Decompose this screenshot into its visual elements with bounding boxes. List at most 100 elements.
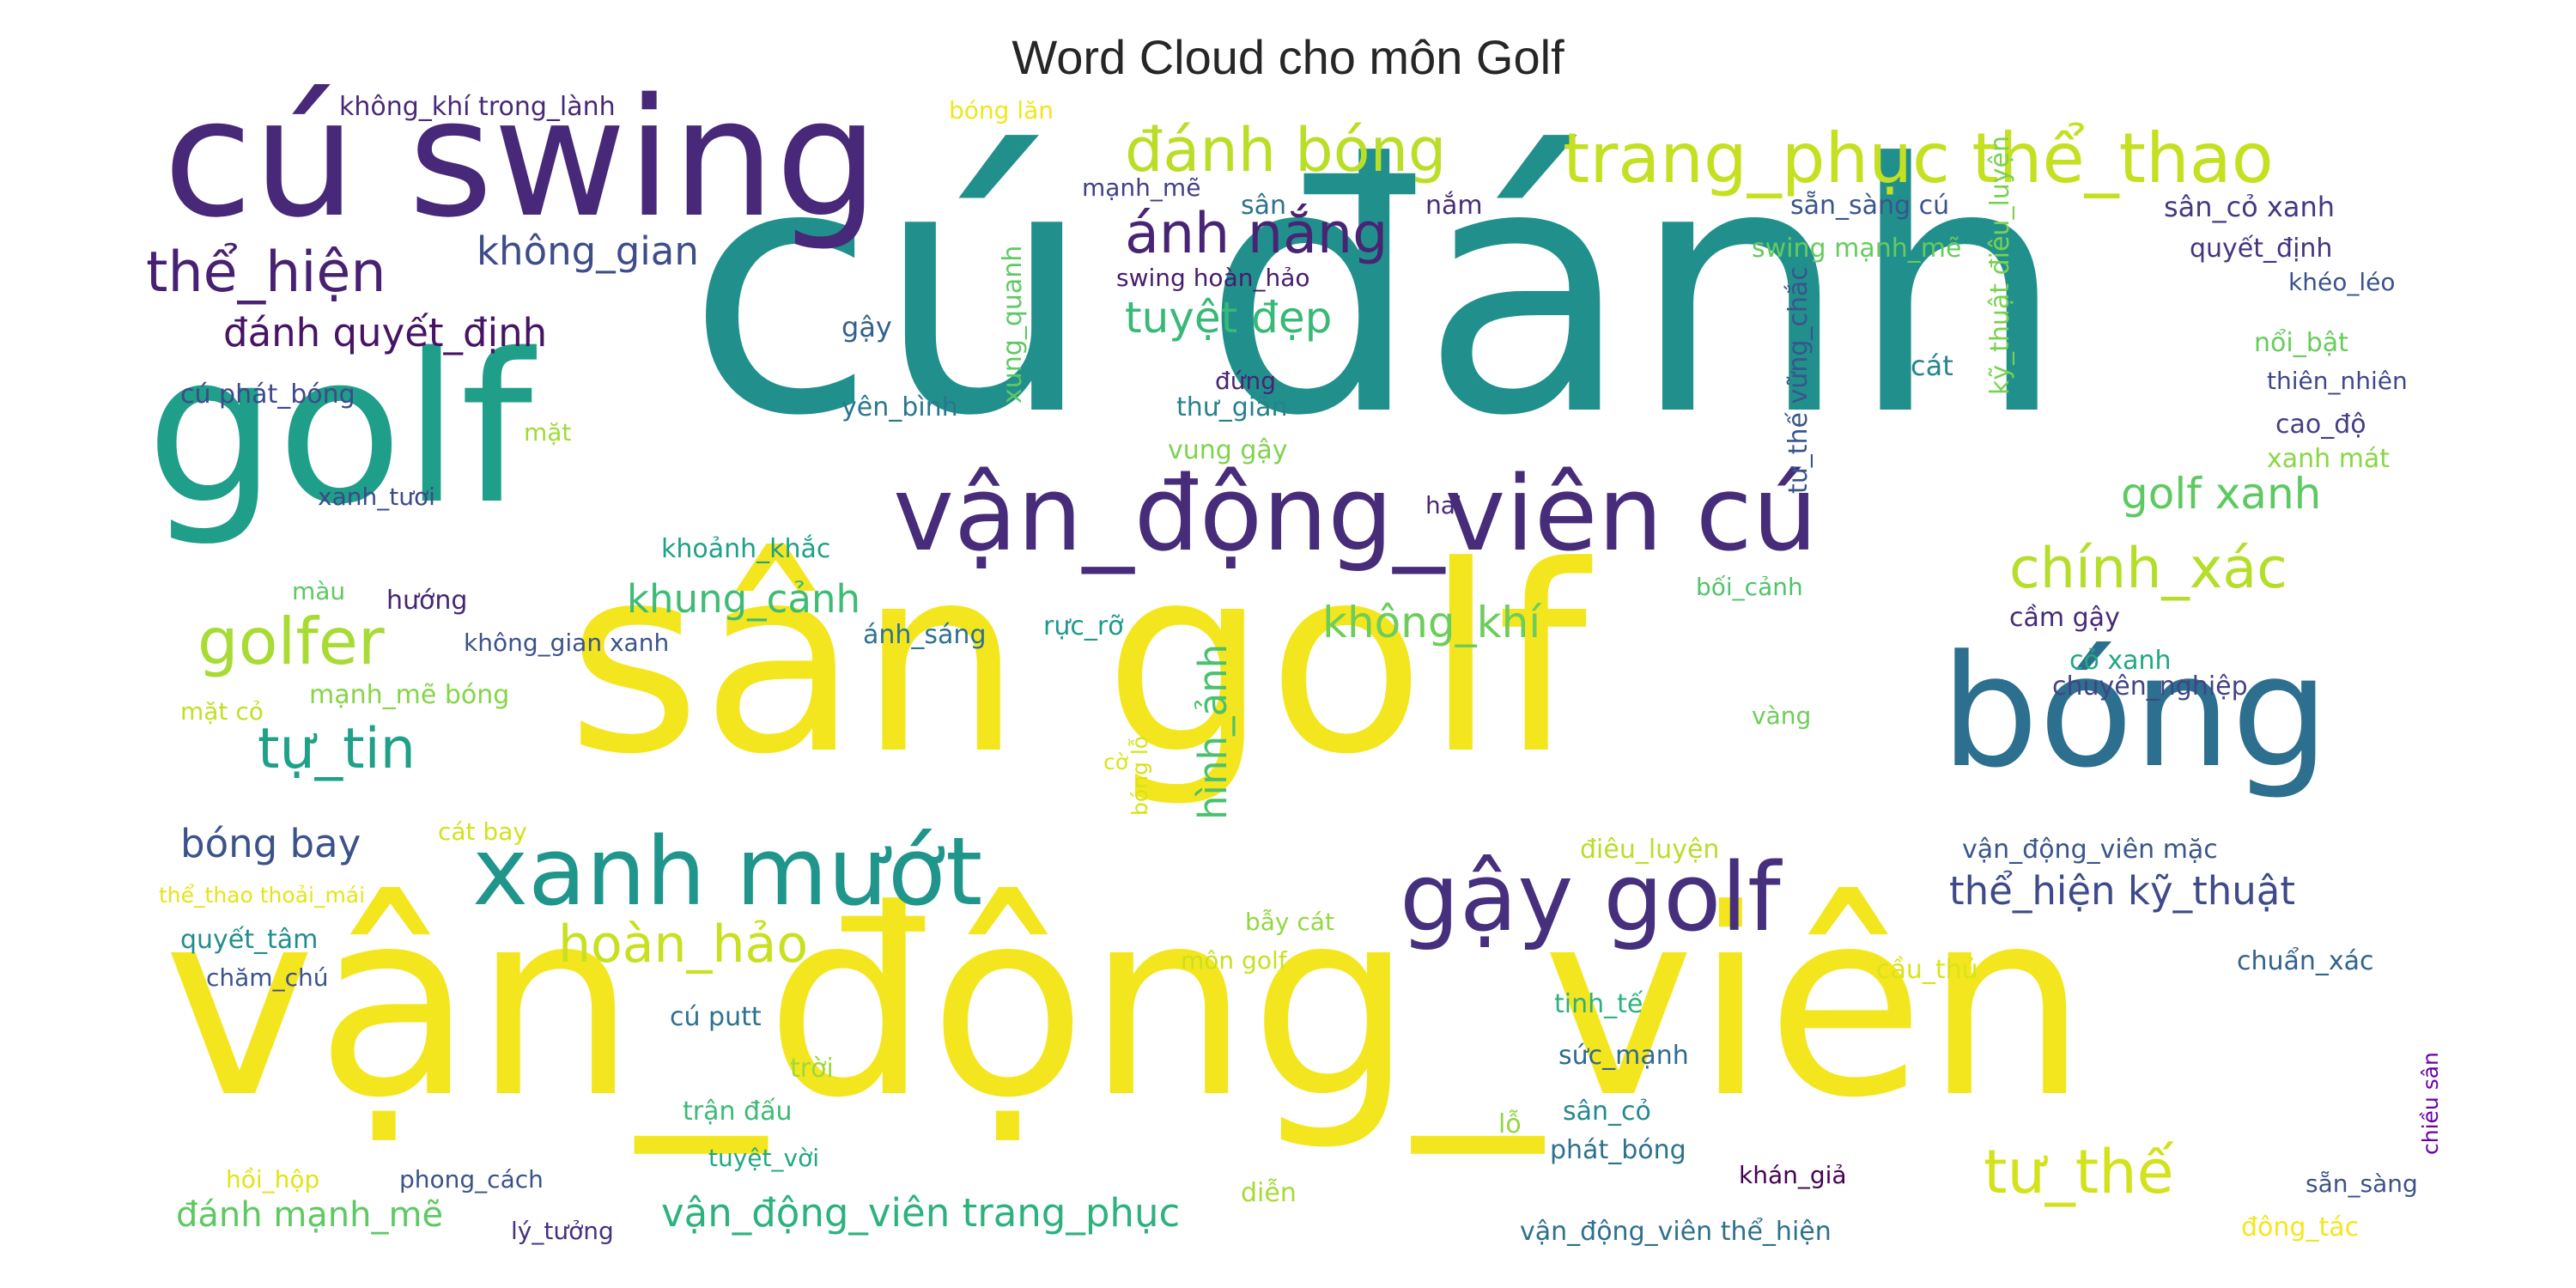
- word-61: ánh_sáng: [863, 620, 987, 650]
- word-78: bẫy cát: [1245, 908, 1334, 936]
- word-92: tuyệt_vời: [708, 1144, 819, 1172]
- word-36: quyết_định: [2190, 234, 2333, 264]
- word-0: cú đánh: [687, 92, 2067, 491]
- word-6: vận_động_viên cú: [893, 455, 1818, 574]
- word-12: thể_hiện: [146, 240, 386, 305]
- word-85: sức_mạnh: [1558, 1041, 1689, 1071]
- word-80: cầu_thủ: [1876, 955, 1978, 985]
- word-8: xanh mướt: [472, 817, 983, 927]
- word-69: vàng: [1752, 702, 1812, 730]
- word-41: xanh mát: [2267, 444, 2391, 474]
- word-2: sân golf: [567, 511, 1588, 811]
- word-25: không_khí: [1322, 598, 1541, 647]
- word-18: hình_ảnh: [1190, 643, 1236, 820]
- word-72: cát bay: [438, 817, 527, 846]
- word-79: môn golf: [1181, 946, 1287, 975]
- word-37: khéo_léo: [2288, 268, 2396, 296]
- word-7: gậy golf: [1400, 842, 1781, 952]
- word-86: trận đấu: [683, 1097, 793, 1127]
- word-65: cỏ xanh: [2069, 646, 2172, 676]
- word-99: đông_tác: [2241, 1212, 2360, 1242]
- word-49: tư_thế vững_chắc: [1783, 266, 1814, 494]
- word-39: thiên_nhiên: [2267, 367, 2408, 395]
- word-24: bóng bay: [180, 821, 361, 866]
- word-33: nắm: [1425, 191, 1483, 221]
- word-98: vận_động_viên thể_hiện: [1520, 1217, 1832, 1247]
- word-31: mạnh_mẽ: [1082, 173, 1201, 202]
- word-71: bóng lỗ: [1127, 735, 1152, 816]
- word-77: chăm_chú: [206, 963, 329, 992]
- word-45: đứng: [1215, 367, 1277, 395]
- word-51: thư_giãn: [1176, 392, 1288, 422]
- word-10: đánh bóng: [1125, 115, 1447, 185]
- word-63: bối_cảnh: [1696, 573, 1803, 601]
- word-1: vận_động_viên: [163, 854, 2088, 1154]
- word-84: trời: [790, 1054, 834, 1084]
- word-15: chính_xác: [2009, 537, 2287, 601]
- word-43: swing hoàn_hảo: [1116, 264, 1310, 292]
- word-46: yên_bình: [841, 392, 958, 422]
- word-89: chiều sân: [2418, 1052, 2443, 1155]
- word-22: golf xanh: [2121, 469, 2322, 519]
- word-17: hoàn_hảo: [558, 914, 809, 975]
- word-11: ánh nắng: [1125, 202, 1388, 266]
- word-60: không_gian xanh: [464, 629, 670, 657]
- word-64: cầm gậy: [2009, 603, 2120, 633]
- word-40: cao_độ: [2275, 410, 2366, 440]
- word-14: tự_tin: [258, 717, 416, 781]
- word-93: diễn: [1241, 1178, 1297, 1208]
- word-4: golf: [146, 309, 533, 550]
- word-3: cú swing: [163, 64, 879, 253]
- word-23: thể_hiện kỹ_thuật: [1949, 868, 2295, 914]
- word-53: cú phát_bóng: [180, 380, 355, 410]
- word-70: cờ: [1103, 750, 1129, 775]
- word-20: đánh quyết_định: [223, 310, 548, 355]
- word-83: cú putt: [670, 1002, 762, 1032]
- word-58: màu: [292, 577, 346, 605]
- word-97: lý_tưởng: [511, 1217, 614, 1245]
- word-90: hồi_hộp: [226, 1165, 320, 1194]
- word-67: mặt cỏ: [180, 697, 264, 726]
- word-74: điêu_luyện: [1580, 835, 1720, 865]
- word-76: quyết_tâm: [180, 925, 319, 955]
- word-91: phong_cách: [399, 1165, 544, 1194]
- word-13: golfer: [197, 604, 385, 679]
- word-82: tinh_tế: [1554, 989, 1643, 1019]
- word-21: tuyệt đẹp: [1125, 293, 1333, 343]
- word-62: rực_rỡ: [1043, 611, 1124, 641]
- word-50: cát: [1911, 349, 1953, 382]
- word-56: hai: [1425, 491, 1462, 519]
- word-42: swing mạnh_mẽ: [1752, 234, 1962, 264]
- word-66: chuyên_nghiệp: [2052, 671, 2248, 702]
- word-47: xung_quanh: [998, 245, 1028, 404]
- word-35: sân_cỏ xanh: [2164, 191, 2336, 223]
- word-75: vận_động_viên mặc: [1962, 835, 2218, 865]
- word-57: khoảnh_khắc: [661, 534, 831, 564]
- word-44: gậy: [841, 311, 892, 343]
- word-28: đánh mạnh_mẽ: [176, 1195, 444, 1235]
- word-87: lỗ: [1498, 1109, 1522, 1139]
- word-73: thể_thao thoải_mái: [159, 883, 366, 908]
- word-68: mạnh_mẽ bóng: [309, 680, 510, 710]
- word-5: bóng: [1941, 623, 2330, 802]
- word-9: trang_phục thể_thao: [1563, 118, 2274, 198]
- word-48: kỹ_thuật điêu_luyện: [1985, 135, 2015, 395]
- word-16: tư_thế: [1984, 1137, 2174, 1207]
- word-95: khán_giả: [1739, 1161, 1847, 1189]
- word-19: không_gian: [477, 228, 699, 274]
- word-59: hướng: [386, 586, 468, 616]
- word-26: khung_cảnh: [627, 576, 861, 622]
- word-38: nổi_bật: [2254, 328, 2348, 358]
- word-55: xanh_tươi: [318, 483, 435, 511]
- word-27: vận_động_viên trang_phục: [661, 1190, 1181, 1236]
- word-34: sẵn_sàng cú: [1790, 191, 1950, 221]
- word-52: vung gậy: [1168, 435, 1288, 465]
- word-32: sân: [1241, 191, 1287, 221]
- word-29: không_khí trong_lành: [339, 92, 616, 122]
- word-94: phát_bóng: [1550, 1135, 1686, 1165]
- word-88: sân_cỏ: [1563, 1097, 1651, 1127]
- word-96: sẵn_sàng: [2306, 1170, 2418, 1198]
- word-30: bóng lăn: [949, 96, 1054, 125]
- chart-title: Word Cloud cho môn Golf: [1012, 30, 1564, 84]
